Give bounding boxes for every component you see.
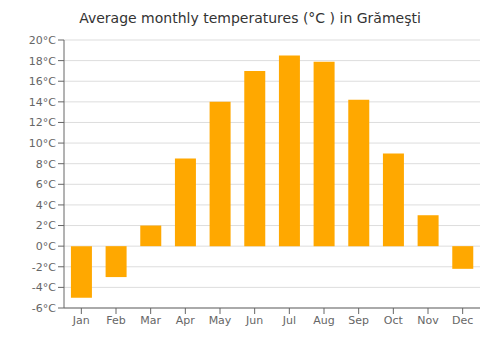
svg-text:12°C: 12°C xyxy=(29,116,56,129)
svg-text:Apr: Apr xyxy=(176,314,196,327)
svg-text:Dec: Dec xyxy=(452,314,473,327)
svg-text:May: May xyxy=(209,314,232,327)
svg-text:10°C: 10°C xyxy=(29,137,56,150)
svg-text:6°C: 6°C xyxy=(36,178,56,191)
svg-text:Jan: Jan xyxy=(72,314,90,327)
html-text:Average monthly temperatures (: Average monthly temperatures (°C ) in Gr… xyxy=(79,10,421,26)
svg-text:8°C: 8°C xyxy=(36,158,56,171)
svg-text:20°C: 20°C xyxy=(29,34,56,47)
svg-text:Jun: Jun xyxy=(245,314,263,327)
svg-text:0°C: 0°C xyxy=(36,240,56,253)
svg-text:-6°C: -6°C xyxy=(32,302,56,315)
svg-text:Nov: Nov xyxy=(417,314,439,327)
svg-text:16°C: 16°C xyxy=(29,75,56,88)
svg-text:2°C: 2°C xyxy=(36,219,56,232)
svg-text:Oct: Oct xyxy=(384,314,404,327)
svg-text:-4°C: -4°C xyxy=(32,281,56,294)
svg-text:Aug: Aug xyxy=(313,314,334,327)
svg-text:18°C: 18°C xyxy=(29,55,56,68)
svg-text:Feb: Feb xyxy=(106,314,125,327)
svg-text:Sep: Sep xyxy=(348,314,369,327)
svg-text:14°C: 14°C xyxy=(29,96,56,109)
svg-text:Mar: Mar xyxy=(140,314,161,327)
svg-text:-2°C: -2°C xyxy=(32,261,56,274)
svg-text:4°C: 4°C xyxy=(36,199,56,212)
svg-text:Jul: Jul xyxy=(282,314,296,327)
